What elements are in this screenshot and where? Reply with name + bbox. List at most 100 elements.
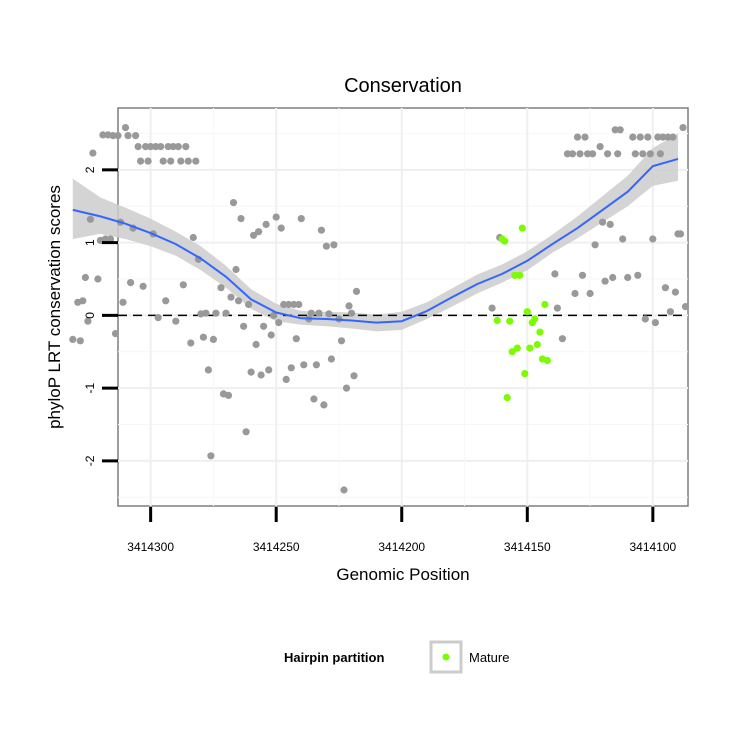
data-point-mature [518, 224, 526, 232]
data-point-other [124, 132, 132, 140]
data-point-other [132, 132, 140, 140]
data-point-other [563, 150, 572, 158]
data-point-other [275, 319, 283, 327]
data-point-other [614, 150, 622, 158]
data-point-other [252, 340, 260, 349]
x-tick-label: 3414300 [127, 540, 174, 554]
y-tick-label: 2 [83, 166, 97, 173]
data-point-other [287, 364, 295, 372]
data-point-other [139, 282, 147, 290]
data-point-other [240, 322, 248, 330]
data-point-mature [506, 317, 514, 325]
data-point-other [114, 132, 122, 140]
y-tick-label: -1 [83, 382, 97, 393]
data-point-other [581, 133, 589, 141]
data-point-other [681, 303, 690, 311]
data-point-other [182, 143, 190, 151]
data-point-other [312, 361, 320, 369]
data-point-mature [511, 271, 519, 279]
data-point-other [661, 284, 670, 292]
data-point-other [551, 270, 559, 278]
data-point-other [624, 273, 632, 282]
data-point-mature [536, 328, 544, 336]
data-point-other [300, 361, 308, 369]
data-point-other [204, 366, 212, 374]
data-point-other [260, 322, 268, 330]
data-point-other [649, 235, 657, 243]
data-point-mature [521, 370, 529, 378]
series-other [69, 124, 690, 494]
data-point-other [297, 215, 305, 223]
data-point-other [84, 317, 92, 325]
data-point-mature [493, 316, 501, 325]
data-point-other [232, 265, 240, 274]
data-point-other [290, 300, 298, 309]
data-point-other [619, 235, 627, 243]
data-point-other [676, 230, 685, 238]
data-point-other [666, 308, 675, 316]
data-point-other [307, 309, 315, 317]
data-point-other [669, 133, 677, 141]
data-point-other [237, 215, 245, 223]
data-point-other [656, 150, 665, 158]
data-point-other [265, 366, 273, 374]
data-point-other [147, 143, 155, 151]
data-point-other [591, 241, 599, 249]
data-point-other [242, 428, 250, 436]
data-point-other [227, 293, 235, 301]
data-point-other [209, 335, 217, 343]
data-point-other [222, 309, 230, 317]
data-point-other [81, 273, 89, 282]
legend-marker-mature [442, 653, 450, 661]
data-point-mature [541, 300, 549, 309]
data-point-other [167, 157, 175, 165]
data-point-other [589, 150, 597, 158]
data-point-other [164, 143, 172, 151]
data-point-other [229, 199, 238, 207]
data-point-mature [526, 344, 534, 352]
data-point-other [255, 228, 263, 236]
data-point-other [641, 315, 649, 323]
data-point-other [234, 297, 243, 305]
data-point-other [317, 226, 325, 234]
data-point-other [350, 372, 358, 380]
data-point-other [280, 300, 288, 309]
data-point-other [325, 310, 333, 318]
data-point-other [578, 271, 587, 279]
data-point-other [664, 133, 672, 141]
data-point-other [337, 337, 346, 345]
data-point-other [606, 220, 614, 228]
data-point-other [342, 384, 351, 392]
data-point-other [601, 277, 609, 285]
data-point-other [584, 150, 592, 158]
data-point-mature [523, 308, 531, 316]
data-point-other [347, 309, 356, 317]
data-point-other [330, 241, 338, 249]
plot-panel [117, 107, 689, 507]
data-point-other [172, 317, 180, 325]
data-point-other [101, 235, 109, 243]
data-point-other [179, 281, 187, 289]
data-point-other [187, 339, 195, 347]
data-point-other [86, 215, 94, 223]
data-point-other [217, 284, 225, 292]
data-point-other [174, 143, 182, 151]
data-point-other [199, 333, 207, 341]
data-point-other [586, 289, 594, 298]
data-point-other [247, 368, 255, 376]
data-point-other [340, 486, 348, 494]
points-layer [69, 124, 690, 494]
x-tick-label: 3414200 [378, 540, 425, 554]
data-point-mature [513, 344, 521, 352]
data-point-other [154, 314, 162, 322]
data-point-other [144, 157, 152, 165]
data-point-other [134, 143, 142, 151]
data-point-other [488, 304, 496, 312]
confidence-band-layer [72, 133, 679, 332]
data-point-other [142, 143, 150, 151]
data-point-other [111, 330, 120, 338]
data-point-other [659, 133, 667, 141]
data-point-other [94, 275, 102, 283]
data-point-other [212, 309, 220, 317]
